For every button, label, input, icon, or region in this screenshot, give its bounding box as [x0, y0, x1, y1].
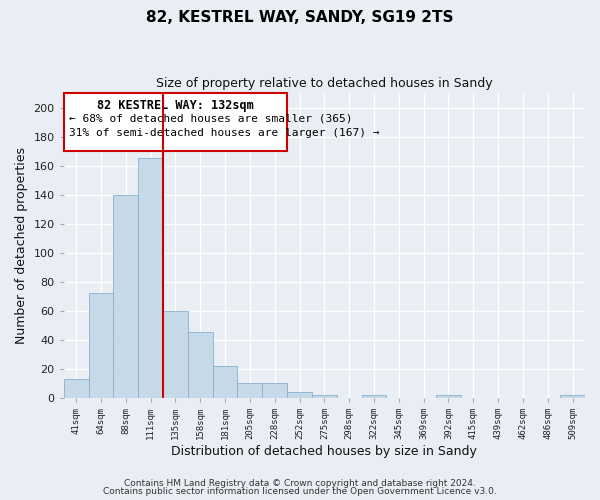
Text: 31% of semi-detached houses are larger (167) →: 31% of semi-detached houses are larger (…: [68, 128, 379, 138]
Bar: [64, 93, 287, 151]
Bar: [362, 395, 386, 398]
Bar: [113, 194, 138, 398]
Bar: [188, 332, 212, 398]
Bar: [436, 395, 461, 398]
X-axis label: Distribution of detached houses by size in Sandy: Distribution of detached houses by size …: [172, 444, 477, 458]
Bar: [312, 395, 337, 398]
Text: 82 KESTREL WAY: 132sqm: 82 KESTREL WAY: 132sqm: [97, 99, 254, 112]
Bar: [262, 383, 287, 398]
Text: ← 68% of detached houses are smaller (365): ← 68% of detached houses are smaller (36…: [68, 114, 352, 124]
Y-axis label: Number of detached properties: Number of detached properties: [15, 147, 28, 344]
Bar: [212, 366, 238, 398]
Text: Contains public sector information licensed under the Open Government Licence v3: Contains public sector information licen…: [103, 487, 497, 496]
Bar: [560, 395, 585, 398]
Bar: [238, 383, 262, 398]
Bar: [163, 310, 188, 398]
Bar: [89, 293, 113, 398]
Text: Contains HM Land Registry data © Crown copyright and database right 2024.: Contains HM Land Registry data © Crown c…: [124, 478, 476, 488]
Bar: [138, 158, 163, 398]
Title: Size of property relative to detached houses in Sandy: Size of property relative to detached ho…: [156, 78, 493, 90]
Bar: [287, 392, 312, 398]
Text: 82, KESTREL WAY, SANDY, SG19 2TS: 82, KESTREL WAY, SANDY, SG19 2TS: [146, 10, 454, 25]
Bar: [64, 379, 89, 398]
